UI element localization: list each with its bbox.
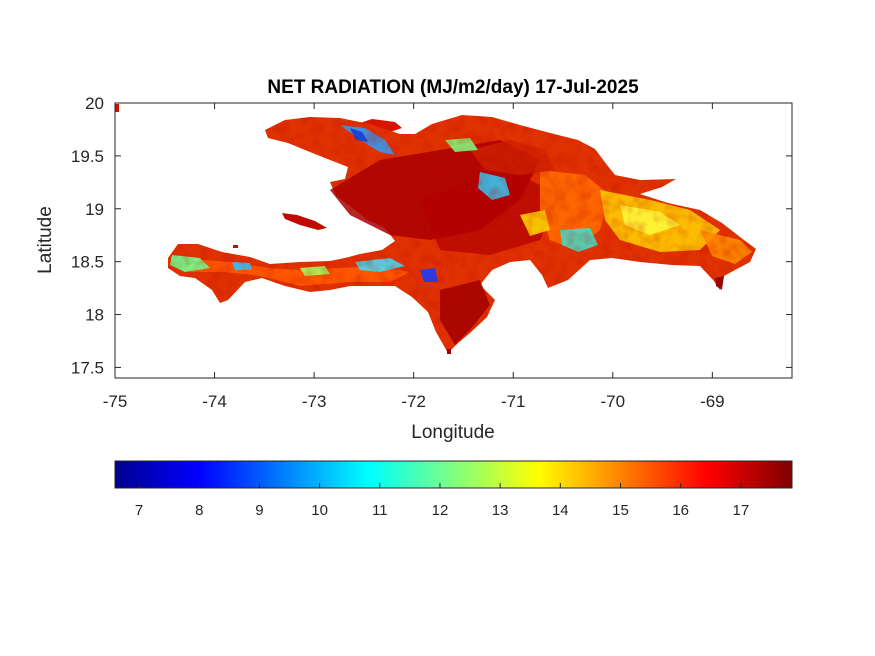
- colorbar-tick-label: 8: [195, 502, 203, 519]
- y-tick-label: 17.5: [71, 358, 104, 377]
- plot-frame: [114, 102, 793, 379]
- x-tick-label: -75: [103, 392, 128, 411]
- y-tick-label: 18: [85, 306, 104, 325]
- y-tick-label: 19: [85, 200, 104, 219]
- x-tick-label: -70: [601, 392, 626, 411]
- colorbar-tick-label: 7: [135, 502, 143, 519]
- colorbar-tick-label: 14: [552, 502, 569, 519]
- gonave-island: [282, 213, 327, 230]
- colorbar-tick-label: 10: [311, 502, 328, 519]
- y-axis: 20 19.5 19 18.5 18 17.5: [71, 94, 792, 377]
- colorbar-tick-label: 12: [432, 502, 449, 519]
- colorbar-tick-label: 11: [372, 502, 388, 519]
- chart-title: NET RADIATION (MJ/m2/day) 17-Jul-2025: [267, 77, 639, 98]
- colorbar: [114, 460, 793, 489]
- colorbar-tick-label: 9: [255, 502, 263, 519]
- x-tick-label: -72: [401, 392, 426, 411]
- colorbar-tick-label: 13: [492, 502, 509, 519]
- x-tick-label: -71: [501, 392, 526, 411]
- x-axis-label: Longitude: [411, 422, 494, 443]
- y-tick-label: 19.5: [71, 147, 104, 166]
- x-tick-label: -73: [302, 392, 327, 411]
- x-axis: -75 -74 -73 -72 -71 -70 -69: [103, 103, 725, 411]
- x-tick-label: -74: [202, 392, 227, 411]
- colorbar-tick-label: 16: [672, 502, 689, 519]
- colorbar-ticks: 7 8 9 10 11 12 13 14 15 16 17: [135, 483, 749, 519]
- colorbar-tick-label: 17: [733, 502, 750, 519]
- colorbar-tick-label: 15: [612, 502, 629, 519]
- x-tick-label: -69: [700, 392, 725, 411]
- map-layer: [115, 104, 756, 354]
- y-axis-label: Latitude: [35, 206, 56, 274]
- y-tick-label: 20: [85, 94, 104, 113]
- y-tick-label: 18.5: [71, 253, 104, 272]
